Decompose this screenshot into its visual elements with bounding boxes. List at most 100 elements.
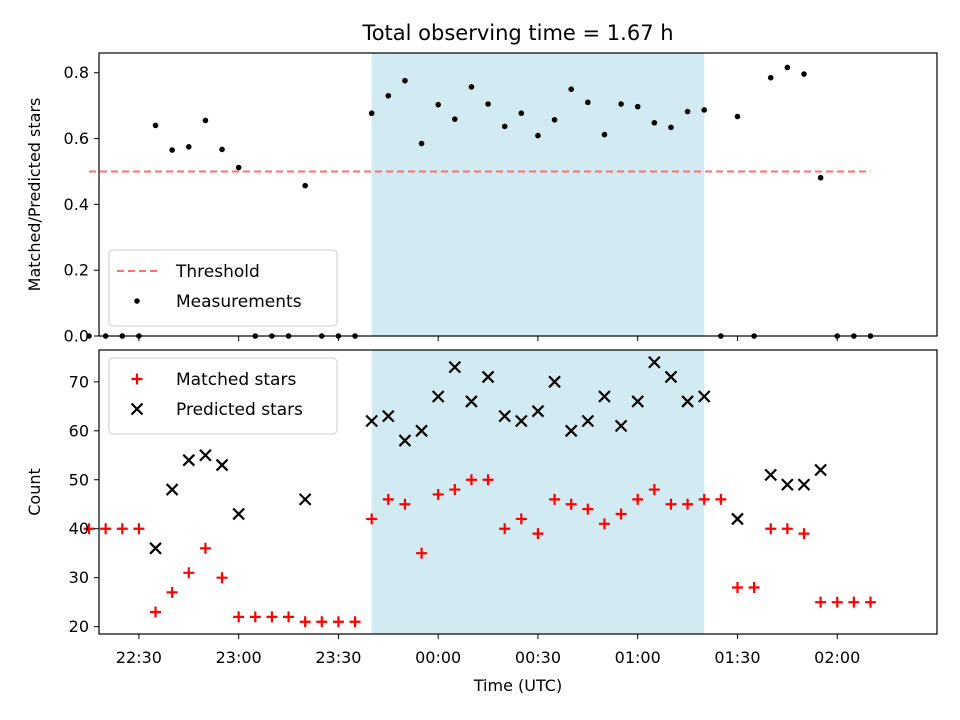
y-axis-title: Matched/Predicted stars [25,98,44,292]
legend-label: Matched stars [176,370,296,390]
x-tick-label: 00:00 [415,648,461,667]
plot-frame [98,349,938,635]
data-point [299,616,311,628]
data-point [232,507,245,521]
data-point [848,596,860,608]
data-point [681,395,694,408]
data-point [614,419,628,433]
data-point [801,71,807,77]
data-point [731,512,744,526]
data-point [116,523,128,535]
data-point [648,484,660,496]
data-point [618,101,624,107]
x-axis: 22:30 23:00 23:30 00:00 00:30 01:00 01:30 02:00 [116,648,860,667]
data-point [598,390,611,403]
legend-box [108,357,338,435]
data-point [697,390,711,403]
data-point [382,493,394,505]
data-point [468,84,475,90]
data-point [582,503,594,515]
legend: Threshold Measurements [108,249,338,327]
data-point [698,493,710,505]
data-point [498,409,511,423]
y-tick-label: 20 [69,617,89,636]
y-axis-title: Count [25,468,44,516]
y-tick-label: 0.4 [64,195,89,214]
data-point [199,542,211,554]
data-point [485,101,491,107]
data-point [298,493,312,506]
data-point [266,611,278,623]
data-point [651,119,658,126]
y-tick-label: 70 [69,372,89,391]
data-point [532,528,544,540]
data-point [332,616,344,628]
data-point [631,395,644,408]
data-point [235,164,242,171]
data-point [634,103,641,110]
data-point [715,493,727,505]
data-point [515,414,528,428]
data-point [481,370,495,384]
data-point [684,108,691,115]
data-point [435,101,441,108]
legend-swatch [130,402,144,416]
data-point [185,143,192,150]
data-point [169,147,175,153]
data-point [182,453,196,467]
data-point [366,513,378,525]
data-point [166,586,178,598]
data-point [465,395,478,408]
data-point [797,478,811,491]
legend-label: Threshold [175,262,260,282]
data-point [418,140,425,147]
x-tick-label: 01:00 [615,648,661,667]
data-point [731,581,743,593]
data-point [831,596,843,608]
legend: Matched stars Predicted stars [108,357,338,435]
data-point [149,542,162,555]
plot-frame [98,52,938,337]
data-point [764,468,778,482]
data-point [233,611,245,623]
data-point [535,132,541,139]
data-point [518,110,525,117]
observing-window-shade [371,350,705,634]
y-tick-label: 60 [69,421,89,440]
data-point [515,513,527,525]
data-point [767,74,774,81]
data-point [448,360,462,374]
series-matched-stars [83,474,876,628]
data-point [748,581,760,593]
data-point [249,611,261,623]
x-tick-label: 00:30 [515,648,561,667]
data-point [398,434,412,447]
data-point [465,474,477,486]
chart-title: Total observing time = 1.67 h [361,21,673,45]
legend-label: Predicted stars [176,400,303,420]
data-point [382,409,395,423]
data-point [765,523,777,535]
data-point [165,483,179,496]
data-point [798,528,810,540]
data-point [402,77,408,84]
x-tick-label: 02:00 [814,648,860,667]
data-point [452,116,458,122]
data-point [531,404,545,418]
data-point [734,113,741,120]
data-point [701,107,708,113]
data-point [864,596,876,608]
data-point [814,463,827,477]
y-tick-label: 40 [69,519,89,538]
data-point [316,616,328,628]
panel-top: 0.0 0.2 0.4 0.6 0.8 Matched/Predicted stars Th… [25,52,938,346]
data-point [632,493,644,505]
legend-box [108,249,338,327]
data-point [817,174,824,181]
x-tick-label: 22:30 [116,648,162,667]
data-point [564,424,578,438]
x-tick-label: 01:30 [714,648,760,667]
observing-window-shade [371,53,705,336]
data-point [565,498,577,510]
data-point [150,606,162,618]
